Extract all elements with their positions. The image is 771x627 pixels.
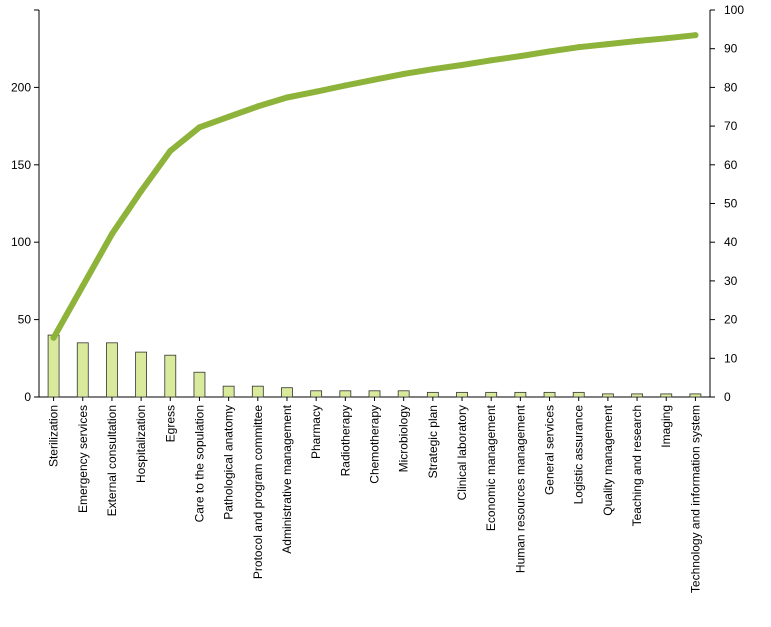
left-tick-label: 100	[11, 235, 31, 249]
bar	[47, 334, 60, 398]
bar	[106, 342, 118, 398]
cumulative-point	[663, 35, 670, 42]
bar	[135, 351, 148, 398]
category-label: Logistic assurance	[572, 405, 586, 505]
cumulative-point	[546, 48, 553, 55]
left-tick-label: 200	[11, 80, 31, 94]
category-label: Pathological anatomy	[222, 405, 236, 520]
bar	[339, 390, 352, 398]
bar	[601, 393, 614, 398]
category-label: Sterilization	[47, 405, 61, 467]
cumulative-point	[488, 57, 495, 64]
cumulative-point	[634, 37, 641, 44]
category-label: Strategic plan	[426, 405, 440, 478]
bars-group	[47, 334, 702, 398]
bar	[543, 391, 556, 398]
right-tick-label: 90	[724, 42, 738, 56]
cumulative-point	[225, 113, 232, 120]
cumulative-point	[604, 41, 611, 48]
right-tick-label: 60	[724, 158, 738, 172]
right-tick-label: 40	[724, 235, 738, 249]
category-label: Care to the sopulation	[192, 405, 206, 522]
cumulative-point	[138, 188, 145, 195]
category-label: Protocol and program committee	[251, 405, 265, 579]
cumulative-point	[371, 76, 378, 83]
category-label: Quality management	[601, 404, 615, 515]
category-label: Technology and information system	[688, 405, 702, 593]
bar	[426, 391, 439, 398]
category-label: Imaging	[659, 405, 673, 448]
right-y-axis: 0 10 20 30 40 50 60 70 80 90 100	[709, 3, 744, 404]
cumulative-point	[196, 124, 203, 131]
category-label: Microbiology	[397, 405, 411, 472]
cumulative-point	[517, 53, 524, 60]
bar	[397, 390, 410, 398]
cumulative-point	[313, 88, 320, 95]
cumulative-point	[108, 231, 115, 238]
right-tick-label: 20	[724, 313, 738, 327]
category-label: Pharmacy	[309, 405, 323, 459]
cumulative-point	[283, 94, 290, 101]
x-axis-labels: Sterilization Emergency services External …	[47, 397, 702, 593]
bar	[281, 387, 293, 398]
category-label: Teaching and research	[630, 405, 644, 526]
cumulative-point	[254, 103, 261, 110]
category-label: Administrative management	[280, 404, 294, 553]
bar	[222, 385, 235, 398]
right-tick-label: 0	[724, 390, 731, 404]
cumulative-point	[575, 44, 582, 51]
category-label: External consultation	[105, 405, 119, 516]
bar	[485, 391, 498, 398]
left-tick-label: 50	[18, 313, 32, 327]
right-tick-label: 70	[724, 119, 738, 133]
right-tick-label: 50	[724, 197, 738, 211]
category-label: Economic management	[484, 404, 498, 531]
category-label: Radiotherapy	[338, 405, 352, 476]
category-label: General services	[543, 405, 557, 495]
cumulative-point	[459, 61, 466, 68]
right-tick-label: 30	[724, 274, 738, 288]
bar	[76, 342, 89, 398]
cumulative-point	[342, 82, 349, 89]
left-tick-label: 150	[11, 158, 31, 172]
category-label: Clinical laboratory	[455, 405, 469, 500]
bar	[193, 371, 206, 398]
bar	[689, 393, 702, 398]
category-label: Egress	[163, 405, 177, 442]
bar	[164, 354, 177, 398]
left-tick-label: 0	[24, 390, 31, 404]
bar	[310, 390, 323, 398]
bar	[660, 393, 673, 398]
right-tick-label: 10	[724, 351, 738, 365]
right-tick-label: 100	[724, 3, 744, 17]
category-label: Hospitalization	[134, 405, 148, 483]
category-label: Human resources management	[513, 404, 527, 573]
bar	[631, 393, 643, 398]
bar	[514, 391, 527, 398]
cumulative-point	[429, 66, 436, 73]
bar	[572, 391, 585, 398]
right-tick-label: 80	[724, 80, 738, 94]
cumulative-point	[400, 70, 407, 77]
cumulative-line-group	[50, 32, 699, 341]
bar	[251, 385, 264, 398]
cumulative-point	[167, 147, 174, 154]
bar	[456, 391, 468, 398]
category-label: Chemotherapy	[368, 405, 382, 484]
cumulative-point	[692, 32, 699, 39]
cumulative-point	[50, 334, 57, 341]
bar	[368, 390, 381, 398]
category-label: Emergency services	[76, 405, 90, 513]
cumulative-point	[79, 282, 86, 289]
